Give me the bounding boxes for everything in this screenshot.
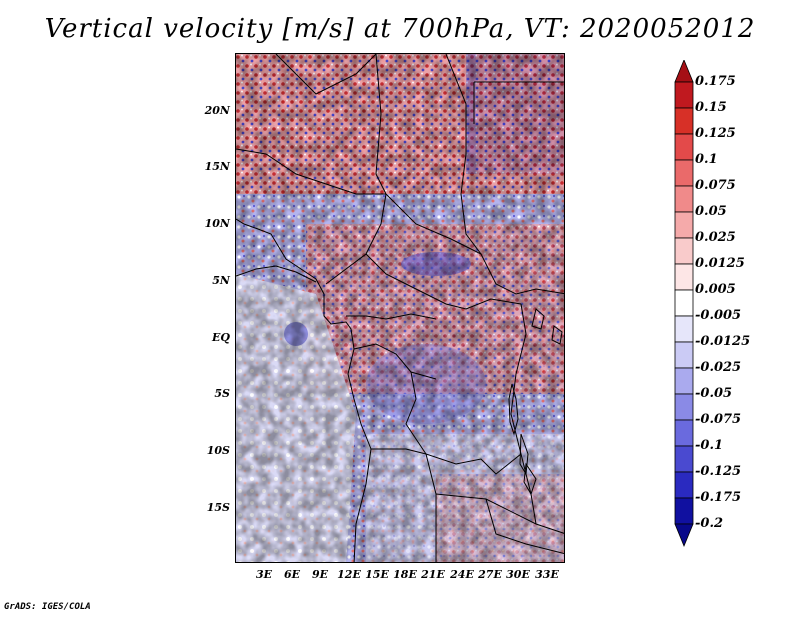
lat-label: 5S [214, 387, 230, 400]
colorbar-segment [674, 263, 694, 291]
colorbar-tick-label: -0.005 [695, 308, 742, 323]
colorbar-bottom-arrow [674, 523, 694, 548]
colorbar-tick-label: 0.005 [695, 282, 736, 297]
vertical-velocity-field [236, 54, 564, 562]
colorbar-segment [674, 393, 694, 421]
colorbar-tick-label: 0.075 [695, 178, 736, 193]
colorbar-segment [674, 341, 694, 369]
colorbar-tick-label: -0.0125 [695, 334, 751, 349]
colorbar-tick-label: -0.075 [695, 412, 742, 427]
colorbar-tick-label: -0.125 [695, 464, 742, 479]
colorbar-tick-label: 0.025 [695, 230, 736, 245]
lat-label: EQ [212, 331, 230, 344]
credit-text: GrADS: IGES/COLA [4, 602, 91, 612]
colorbar-segment [674, 471, 694, 499]
lat-label: 10S [206, 444, 230, 457]
lon-label: 18E [393, 568, 417, 581]
lon-label: 30E [506, 568, 530, 581]
colorbar-segment [674, 211, 694, 239]
lat-label: 5N [212, 274, 230, 287]
colorbar-tick-label: 0.125 [695, 126, 736, 141]
lon-label: 33E [535, 568, 559, 581]
country-borders [236, 54, 564, 562]
colorbar-tick-label: -0.05 [695, 386, 733, 401]
colorbar-tick-label: 0.05 [695, 204, 727, 219]
colorbar-top-arrow [674, 60, 694, 83]
lat-label: 20N [204, 104, 230, 117]
map-panel [235, 53, 565, 563]
plot-title: Vertical velocity [m/s] at 700hPa, VT: 2… [44, 14, 756, 44]
colorbar-tick-label: 0.1 [695, 152, 718, 167]
colorbar-segment [674, 81, 694, 109]
colorbar-segment [674, 497, 694, 525]
lat-label: 15S [206, 501, 230, 514]
colorbar-segment [674, 367, 694, 395]
lon-label: 3E [255, 568, 273, 581]
colorbar-segment [674, 107, 694, 135]
lon-label: 15E [365, 568, 389, 581]
colorbar-tick-label: 0.0125 [695, 256, 745, 271]
colorbar-tick-label: -0.025 [695, 360, 742, 375]
colorbar [674, 60, 694, 548]
lon-label: 9E [311, 568, 329, 581]
colorbar-segment [674, 445, 694, 473]
colorbar-segment [674, 315, 694, 343]
lon-label: 21E [421, 568, 445, 581]
lat-label: 10N [204, 217, 230, 230]
colorbar-tick-label: -0.1 [695, 438, 724, 453]
colorbar-segment [674, 159, 694, 187]
lon-label: 27E [478, 568, 502, 581]
colorbar-tick-label: -0.175 [695, 490, 742, 505]
colorbar-segment [674, 133, 694, 161]
lon-label: 24E [450, 568, 474, 581]
lon-label: 6E [283, 568, 301, 581]
colorbar-tick-label: -0.2 [695, 516, 724, 531]
colorbar-segment [674, 419, 694, 447]
lat-label: 15N [204, 160, 230, 173]
colorbar-segment [674, 289, 694, 317]
lon-label: 12E [337, 568, 361, 581]
colorbar-segment [674, 237, 694, 265]
colorbar-segment [674, 185, 694, 213]
colorbar-tick-label: 0.15 [695, 100, 727, 115]
colorbar-tick-label: 0.175 [695, 74, 736, 89]
